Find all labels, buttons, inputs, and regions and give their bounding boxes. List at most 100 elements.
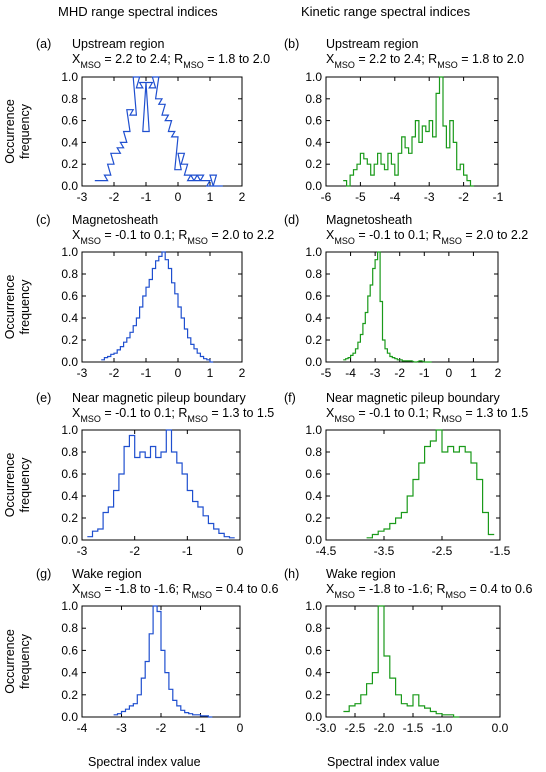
plot-frame [325, 429, 501, 541]
panel-title: Upstream region [326, 37, 418, 51]
y-tick-label: 0.2 [305, 333, 322, 347]
panel-title: Upstream region [72, 37, 164, 51]
y-tick-label: 0.8 [305, 92, 322, 106]
y-tick-label: 1.0 [61, 70, 78, 84]
x-tick-label: -1 [419, 366, 430, 380]
x-tick-label: -5 [321, 366, 332, 380]
panel-subtitle: XMSO = -0.1 to 0.1; RMSO = 2.0 to 2.2 [72, 228, 274, 246]
panel-title: Magnetosheath [326, 213, 412, 227]
y-tick-label: 0.4 [61, 311, 78, 325]
y-tick-label: 0.2 [305, 688, 322, 702]
y-tick-label: 0.4 [305, 666, 322, 680]
y-tick-label: 0.6 [305, 467, 322, 481]
y-tick-label: 1.0 [305, 423, 322, 437]
y-axis-label: Occurrence [3, 453, 17, 518]
y-tick-label: 0.8 [61, 621, 78, 635]
x-tick-label: -2 [458, 190, 469, 204]
x-tick-label: -3 [424, 190, 435, 204]
x-tick-label: -1.0 [432, 721, 453, 735]
y-tick-label: 0.0 [305, 710, 322, 724]
x-tick-label: -2.5 [432, 544, 453, 558]
y-tick-label: 0.2 [61, 511, 78, 525]
panel-title: Near magnetic pileup boundary [72, 391, 246, 405]
histogram-line [343, 605, 460, 718]
histogram-line [366, 429, 495, 539]
x-tick-label: -1 [182, 544, 193, 558]
x-tick-label: 0 [237, 721, 244, 735]
x-tick-label: -2.0 [374, 721, 395, 735]
y-tick-label: 0.4 [305, 311, 322, 325]
panel-subtitle: XMSO = -1.8 to -1.6; RMSO = 0.4 to 0.6 [72, 582, 278, 600]
y-tick-label: 0.6 [305, 289, 322, 303]
y-tick-label: 1.0 [61, 245, 78, 259]
x-tick-label: -1 [493, 190, 504, 204]
x-tick-label: 1 [207, 366, 214, 380]
x-tick-label: -4 [345, 366, 356, 380]
x-tick-label: -3 [77, 366, 88, 380]
x-tick-label: 0 [175, 366, 182, 380]
y-tick-label: 0.2 [61, 333, 78, 347]
x-tick-label: -1 [141, 190, 152, 204]
x-tick-label: -3.5 [374, 544, 395, 558]
y-axis-label: frequency [18, 279, 32, 335]
y-tick-label: 0.2 [305, 511, 322, 525]
x-tick-label: -4 [389, 190, 400, 204]
y-tick-label: 0.0 [305, 533, 322, 547]
panel-letter: (f) [284, 391, 296, 405]
y-tick-label: 0.0 [61, 710, 78, 724]
x-tick-label: -3 [116, 721, 127, 735]
x-tick-label: -3.0 [316, 721, 337, 735]
histogram-line [343, 251, 432, 363]
panel-subtitle: XMSO = 2.2 to 2.4; RMSO = 1.8 to 2.0 [72, 52, 270, 70]
y-tick-label: 0.4 [305, 489, 322, 503]
x-tick-label: -3 [77, 544, 88, 558]
x-tick-label: -4 [77, 721, 88, 735]
panel-title: Wake region [72, 567, 142, 581]
y-tick-label: 0.0 [61, 355, 78, 369]
y-axis-label: frequency [18, 103, 32, 159]
x-tick-label: 0 [175, 190, 182, 204]
x-tick-label: -1 [141, 366, 152, 380]
panel-title: Magnetosheath [72, 213, 158, 227]
x-tick-label: -1.5 [403, 721, 424, 735]
x-tick-label: 0 [446, 366, 453, 380]
y-tick-label: 0.8 [305, 621, 322, 635]
y-tick-label: 0.6 [61, 289, 78, 303]
histogram-line [87, 429, 235, 539]
y-tick-label: 0.8 [305, 267, 322, 281]
x-tick-label: -4.5 [316, 544, 337, 558]
y-tick-label: 1.0 [305, 245, 322, 259]
x-tick-label: -2.5 [345, 721, 366, 735]
y-tick-label: 0.8 [61, 92, 78, 106]
x-tick-label: 1 [207, 190, 214, 204]
x-axis-label-left: Spectral index value [88, 755, 201, 769]
panel-letter: (g) [36, 567, 51, 581]
y-tick-label: 0.8 [305, 445, 322, 459]
plot-frame [325, 251, 499, 363]
column-title-kinetic: Kinetic range spectral indices [301, 4, 471, 19]
histogram-line [343, 76, 474, 187]
y-axis-label: Occurrence [3, 275, 17, 340]
plot-frame [81, 76, 243, 187]
histogram-line [113, 605, 213, 718]
y-tick-label: 1.0 [61, 599, 78, 613]
panel-letter: (c) [36, 213, 51, 227]
x-tick-label: 2 [239, 366, 246, 380]
column-title-mhd: MHD range spectral indices [58, 4, 218, 19]
panel-title: Wake region [326, 567, 396, 581]
y-axis-label: frequency [18, 633, 32, 689]
x-tick-label: -1 [195, 721, 206, 735]
y-tick-label: 0.2 [305, 157, 322, 171]
panel-letter: (e) [36, 391, 51, 405]
x-tick-label: -2 [109, 190, 120, 204]
y-axis-label: Occurrence [3, 99, 17, 164]
y-tick-label: 0.6 [305, 643, 322, 657]
